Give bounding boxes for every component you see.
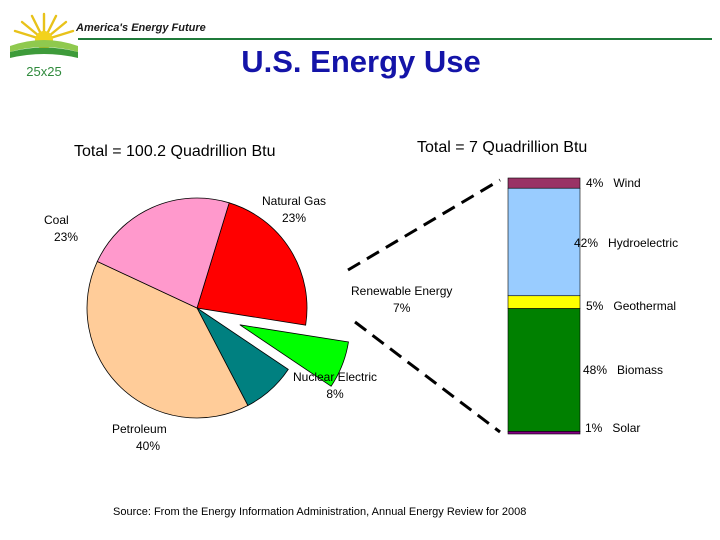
pie-slice-renewable-energy xyxy=(239,324,349,387)
bar-segment-hydroelectric xyxy=(507,187,581,297)
pie-slice-petroleum xyxy=(86,260,249,419)
label-biomass-name: Biomass xyxy=(617,363,664,377)
page-title-text: U.S. Energy Use xyxy=(241,44,481,79)
label-wind-value: 4% xyxy=(586,176,604,190)
label-coal-name: Coal xyxy=(44,213,69,227)
bar-segment-solar xyxy=(507,431,581,435)
connector-bottom xyxy=(354,320,501,434)
logo-text: 25x25 xyxy=(26,64,61,79)
label-solar-value: 1% xyxy=(585,421,603,435)
header-rule xyxy=(78,38,712,40)
bar-segment-wind xyxy=(507,177,581,189)
bar-total-label: Total = 7 Quadrillion Btu xyxy=(417,139,588,156)
label-nuclear-value: 8% xyxy=(326,387,344,401)
label-coal-value: 23% xyxy=(54,230,79,244)
label-renewable-name: Renewable Energy xyxy=(351,284,453,298)
label-natural-gas-name: Natural Gas xyxy=(262,194,327,208)
label-wind-name: Wind xyxy=(613,176,641,190)
label-hydro: 42% Hydroelectric xyxy=(574,236,678,250)
connector-lines xyxy=(347,178,501,434)
label-wind: 4% Wind xyxy=(586,176,641,190)
label-solar: 1% Solar xyxy=(585,421,640,435)
pie-total-label: Total = 100.2 Quadrillion Btu xyxy=(74,143,276,160)
label-petroleum-name: Petroleum xyxy=(112,422,167,436)
sun-logo-icon: 25x25 xyxy=(10,12,78,79)
label-solar-name: Solar xyxy=(612,421,641,435)
label-geothermal-name: Geothermal xyxy=(613,299,677,313)
label-petroleum: Petroleum 40% xyxy=(112,421,167,455)
label-natural-gas-value: 23% xyxy=(282,211,307,225)
pie-slice-coal xyxy=(96,197,230,309)
label-biomass-value: 48% xyxy=(583,363,608,377)
page-title: U.S. Energy Use xyxy=(0,44,720,80)
stacked-bar-chart xyxy=(507,177,581,435)
pie-slice-natural-gas xyxy=(196,202,308,326)
label-nuclear-name: Nuclear Electric xyxy=(293,370,378,384)
label-nuclear: Nuclear Electric 8% xyxy=(293,369,377,403)
label-biomass: 48% Biomass xyxy=(583,363,663,377)
label-renewable: Renewable Energy 7% xyxy=(351,283,452,317)
bar-segment-geothermal xyxy=(507,295,581,309)
label-geothermal-value: 5% xyxy=(586,299,604,313)
label-petroleum-value: 40% xyxy=(136,439,161,453)
label-coal: Coal 23% xyxy=(44,212,78,246)
bar-segment-biomass xyxy=(507,308,581,432)
tagline: America's Energy Future xyxy=(76,22,206,34)
label-hydro-value: 42% xyxy=(574,236,599,250)
connector-top xyxy=(347,178,501,272)
label-geothermal: 5% Geothermal xyxy=(586,299,676,313)
source-note: Source: From the Energy Information Admi… xyxy=(113,506,527,518)
label-renewable-value: 7% xyxy=(393,301,411,315)
pie-chart xyxy=(86,197,349,419)
label-hydro-name: Hydroelectric xyxy=(608,236,679,250)
label-natural-gas: Natural Gas 23% xyxy=(262,193,326,227)
